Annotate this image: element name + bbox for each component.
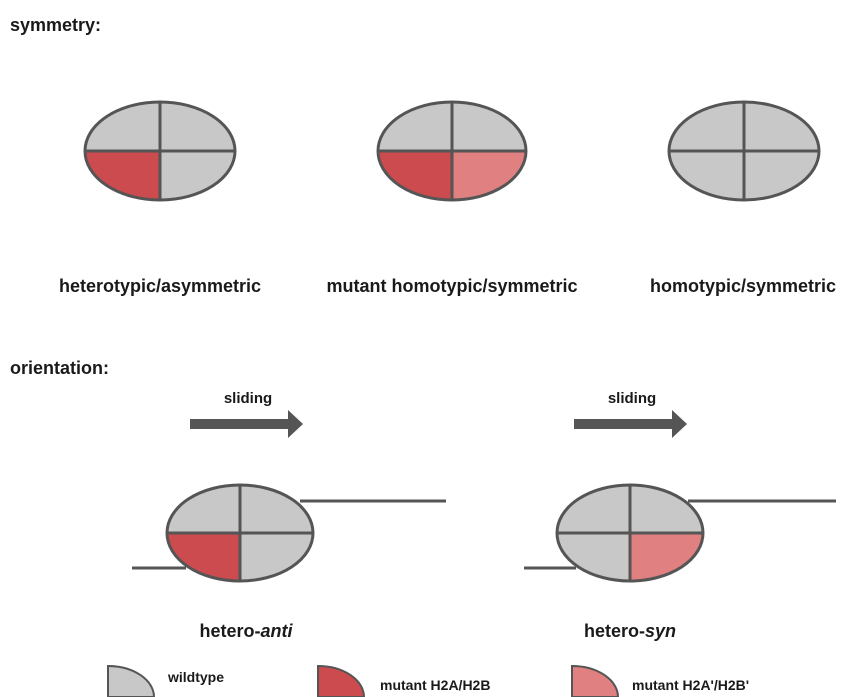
label-hetero-syn: hetero-syn xyxy=(584,621,676,641)
sym2-q-tr xyxy=(452,102,526,151)
sliding-arrow-anti xyxy=(190,410,303,438)
legend-swatch-mutant-prime xyxy=(571,664,620,697)
sym3-q-br xyxy=(744,151,819,200)
label-mutant-homotypic: mutant homotypic/symmetric xyxy=(326,276,577,296)
anti-q-tl xyxy=(167,485,240,533)
hetero-anti-prefix: hetero- xyxy=(199,621,260,641)
sym3-q-tr xyxy=(744,102,819,151)
hetero-anti-italic: anti xyxy=(261,621,294,641)
hetero-syn-prefix: hetero- xyxy=(584,621,645,641)
hetero-syn-italic: syn xyxy=(645,621,676,641)
label-hetero-anti: hetero-anti xyxy=(199,621,293,641)
label-homotypic: homotypic/symmetric xyxy=(650,276,836,296)
sym3-q-tl xyxy=(669,102,744,151)
sliding-arrow-syn xyxy=(574,410,687,438)
syn-q-br xyxy=(630,533,703,581)
legend-swatch-wildtype xyxy=(107,664,156,697)
sym1-q-bl xyxy=(85,151,160,200)
sym1-q-tl xyxy=(85,102,160,151)
sliding-label-syn: sliding xyxy=(608,390,656,407)
orient-nucleosome-anti xyxy=(165,483,315,583)
anti-q-br xyxy=(240,533,313,581)
sym1-q-br xyxy=(160,151,235,200)
legend-label-mutant-prime: mutant H2A'/H2B' xyxy=(632,677,749,693)
orient-nucleosome-syn xyxy=(555,483,705,583)
legend-label-mutant: mutant H2A/H2B xyxy=(380,677,490,693)
sym2-q-bl xyxy=(378,151,452,200)
symmetry-heading: symmetry: xyxy=(10,15,101,35)
sym1-q-tr xyxy=(160,102,235,151)
sym2-q-br xyxy=(452,151,526,200)
anti-q-tr xyxy=(240,485,313,533)
orientation-heading: orientation: xyxy=(10,358,109,378)
syn-q-bl xyxy=(557,533,630,581)
sym-nucleosome-mutant-homotypic xyxy=(376,100,528,202)
legend-label-wildtype: wildtype xyxy=(167,669,224,685)
syn-q-tr xyxy=(630,485,703,533)
sym-nucleosome-heterotypic xyxy=(83,100,237,202)
legend: wildtype mutant H2A/H2B mutant H2A'/H2B' xyxy=(107,664,749,697)
sliding-label-anti: sliding xyxy=(224,390,272,407)
label-heterotypic: heterotypic/asymmetric xyxy=(59,276,261,296)
sym2-q-tl xyxy=(378,102,452,151)
anti-q-bl xyxy=(167,533,240,581)
legend-swatch-mutant xyxy=(317,664,366,697)
sym3-q-bl xyxy=(669,151,744,200)
syn-q-tl xyxy=(557,485,630,533)
sym-nucleosome-homotypic xyxy=(667,100,821,202)
